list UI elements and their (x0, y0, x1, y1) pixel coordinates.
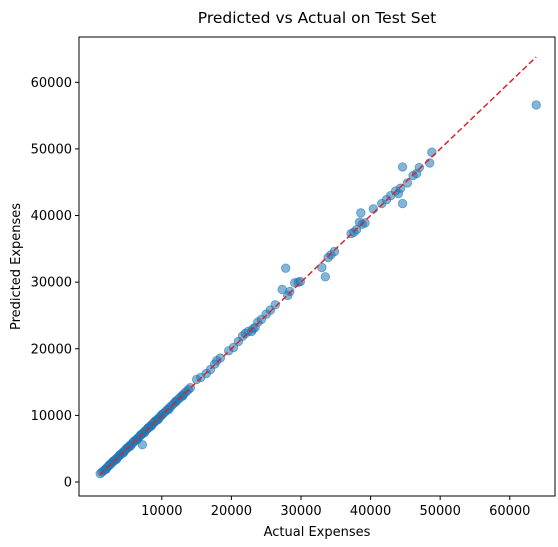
plot-frame (78, 36, 556, 497)
scatter-point (295, 276, 306, 287)
scatter-point (215, 353, 225, 363)
scatter-point (320, 272, 331, 282)
chart-title: Predicted vs Actual on Test Set (198, 9, 437, 27)
scatter-point (427, 147, 437, 157)
reference-line (99, 56, 537, 476)
scatter-point (285, 286, 295, 297)
y-tick-label: 50000 (31, 142, 72, 157)
y-tick-label: 20000 (31, 342, 72, 357)
y-tick-label: 10000 (31, 409, 72, 424)
scatter-point (531, 100, 541, 110)
y-tick-label: 60000 (31, 76, 72, 91)
scatter-point (402, 178, 413, 188)
scatter-point (270, 300, 280, 310)
scatter-point (317, 262, 327, 273)
x-tick-label: 40000 (350, 504, 391, 519)
scatter-point (280, 263, 291, 273)
scatter-point (360, 218, 370, 228)
x-tick-label: 60000 (489, 504, 530, 519)
scatter-point (329, 246, 340, 257)
y-tick-label: 0 (64, 476, 72, 491)
scatter-point (397, 162, 408, 172)
x-tick-label: 30000 (280, 504, 321, 519)
y-axis-label: Predicted Expenses (9, 203, 24, 330)
scatter-point (397, 198, 408, 209)
plot-area (78, 36, 556, 497)
scatter-point (356, 208, 366, 218)
scatter-point (395, 183, 406, 193)
y-axis-ticks: 0 10000 20000 30000 40000 50000 60000 (31, 76, 79, 491)
y-tick-label: 30000 (31, 276, 72, 291)
y-tick-label: 40000 (31, 209, 72, 224)
points-layer (95, 100, 541, 479)
x-axis-label: Actual Expenses (264, 525, 371, 540)
scatter-point (414, 162, 425, 173)
x-tick-label: 10000 (141, 504, 182, 519)
x-tick-label: 50000 (419, 504, 460, 519)
scatter-point (137, 440, 148, 450)
x-tick-label: 20000 (211, 504, 252, 519)
x-axis-ticks: 10000 20000 30000 40000 50000 60000 (141, 496, 530, 519)
